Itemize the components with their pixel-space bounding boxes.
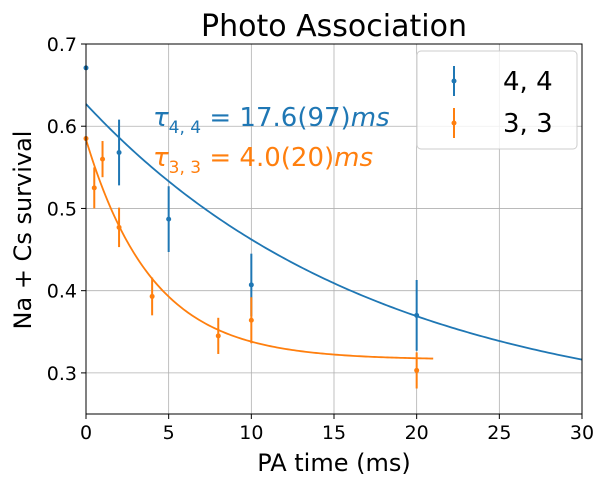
data-point	[215, 333, 221, 339]
data-point	[166, 216, 172, 222]
x-axis-label: PA time (ms)	[257, 449, 410, 477]
legend-marker-4-4-dot	[451, 78, 457, 84]
data-point	[91, 185, 97, 191]
y-axis-label: Na + Cs survival	[9, 131, 37, 330]
axis-ticks: 0 5 10 15 20 25 30 0.3 0.4 0.5 0.6 0.7	[47, 34, 594, 444]
data-point	[149, 293, 155, 299]
y-tick-label: 0.7	[47, 34, 77, 56]
data-point	[248, 317, 254, 323]
legend-marker-3-3-dot	[451, 120, 457, 126]
annotation-3-3: τ3, 3 = 4.0(20)ms	[153, 143, 373, 178]
legend: 4, 4 3, 3	[416, 50, 578, 150]
data-point	[414, 312, 420, 318]
y-tick-label: 0.5	[47, 198, 77, 220]
x-tick-label: 15	[322, 422, 346, 444]
data-point	[116, 150, 122, 156]
chart-title: Photo Association	[201, 9, 467, 44]
legend-label-3-3: 3, 3	[503, 109, 553, 139]
fit-curve-3-3	[85, 139, 434, 360]
x-tick-label: 20	[405, 422, 429, 444]
legend-box	[416, 50, 578, 150]
y-tick-label: 0.4	[47, 281, 77, 303]
data-point	[116, 224, 122, 230]
annotation-4-4: τ4, 4 = 17.6(97)ms	[153, 103, 390, 138]
data-point	[100, 156, 106, 162]
fit-annotations: τ4, 4 = 17.6(97)ms τ3, 3 = 4.0(20)ms	[153, 103, 390, 178]
x-tick-label: 10	[239, 422, 263, 444]
legend-label-4-4: 4, 4	[503, 67, 553, 97]
data-point	[414, 367, 420, 373]
fit-curve-4-4	[85, 103, 583, 361]
x-tick-label: 30	[570, 422, 594, 444]
fit-curves	[85, 103, 583, 361]
data-points	[83, 65, 420, 389]
x-tick-label: 5	[163, 422, 175, 444]
data-point	[248, 282, 254, 288]
y-tick-label: 0.6	[47, 116, 77, 138]
y-tick-label: 0.3	[47, 363, 77, 385]
x-tick-label: 0	[80, 422, 92, 444]
x-tick-label: 25	[487, 422, 511, 444]
